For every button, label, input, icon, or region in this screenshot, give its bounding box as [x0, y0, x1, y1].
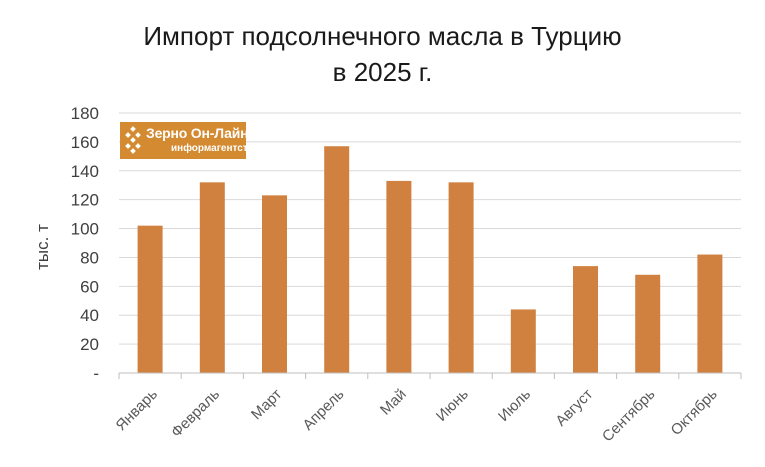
x-tick-label: Февраль	[168, 386, 223, 441]
logo-subtitle: информагентство	[171, 143, 260, 154]
x-tick-label: Январь	[113, 386, 162, 435]
bar	[448, 182, 474, 373]
logo-name: Зерно Он-Лайн	[146, 125, 249, 141]
chart-title-line-1: Импорт подсолнечного масла в Турцию	[143, 21, 622, 51]
y-tick-label: 140	[71, 162, 99, 181]
y-tick-labels: - 20 40 60 80 100 120 140 160 180	[71, 104, 99, 383]
zerno-online-logo: Зерно Он-Лайн информагентство	[120, 122, 260, 159]
y-tick-label: 160	[71, 133, 99, 152]
y-tick-label: 180	[71, 104, 99, 123]
y-tick-label: 60	[80, 277, 99, 296]
x-tick-label: Август	[552, 386, 596, 430]
y-tick-label: 100	[71, 220, 99, 239]
y-tick-label: 120	[71, 191, 99, 210]
x-tick-label: Май	[377, 386, 410, 419]
bar	[510, 309, 536, 373]
bar	[137, 225, 163, 373]
y-tick-label: 20	[80, 335, 99, 354]
y-tick-label: 80	[80, 248, 99, 267]
bar	[262, 195, 287, 373]
chart-title: Импорт подсолнечного масла в Турцию в 20…	[0, 18, 765, 90]
x-tick-label: Июнь	[433, 386, 472, 425]
bar	[324, 146, 350, 373]
chart-title-line-2: в 2025 г.	[332, 57, 433, 87]
x-tick-label: Апрель	[300, 386, 348, 434]
y-axis-label: тыс. т	[33, 224, 52, 270]
bar	[697, 254, 723, 373]
x-axis	[118, 372, 742, 379]
bar	[199, 182, 225, 373]
bars	[137, 146, 723, 373]
x-tick-label: Март	[248, 386, 285, 423]
bar	[573, 266, 598, 373]
bar	[635, 274, 661, 373]
grain-logo-icon	[125, 126, 141, 154]
bar	[386, 180, 412, 373]
x-tick-label: Октябрь	[668, 386, 721, 439]
y-tick-label: 40	[80, 306, 99, 325]
x-tick-label: Сентябрь	[599, 386, 659, 446]
x-tick-labels: Январь Февраль Март Апрель Май Июнь Июль Август…	[113, 386, 721, 446]
y-tick-label: -	[93, 364, 99, 383]
x-tick-label: Июль	[495, 386, 534, 425]
